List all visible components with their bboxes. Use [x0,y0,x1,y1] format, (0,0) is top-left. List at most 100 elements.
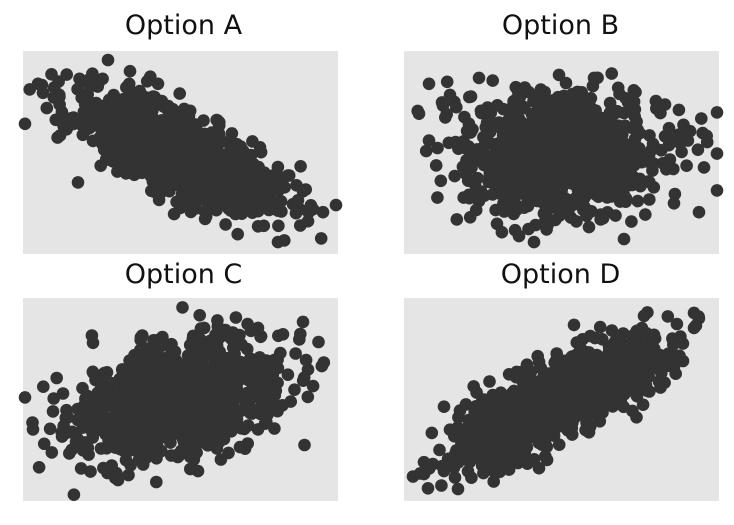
scatter-point [271,404,284,418]
scatter-point [189,435,202,449]
scatter-point [486,460,499,473]
scatter-point [167,170,181,184]
scatter-point [661,310,675,323]
scatter-point [177,102,191,116]
scatter-point [529,218,542,232]
panel-title: Option D [500,259,621,290]
scatter-point [200,431,214,445]
scatter-point [611,81,625,95]
scatter-point [496,186,509,199]
scatter-point [518,81,532,94]
scatter-point [486,74,499,87]
scatter-point [140,75,154,88]
scatter-point [587,71,601,85]
scatter-point [687,306,701,320]
scatter-point [710,184,724,197]
scatter-point [98,415,111,429]
scatter-point [219,169,233,182]
scatter-point [625,215,638,228]
scatter-point [234,355,247,369]
scatter-point [641,352,655,365]
scatter-point [294,160,307,173]
scatter-point [437,400,451,413]
scatter-point [127,160,140,173]
scatter-point [564,351,578,364]
scatter-point [122,382,135,396]
scatter-point [417,455,431,469]
scatter-point [71,114,84,128]
scatter-point [592,190,605,203]
scatter-point [610,105,623,118]
scatter-point [681,134,695,147]
scatter-point [299,353,313,367]
scatter-point [105,100,118,113]
scatter-point [289,347,302,360]
scatter-point [151,77,165,91]
panel-option-c: Option C [0,259,367,525]
scatter-point [47,392,60,405]
scatter-point [291,194,305,207]
scatter-point [622,354,635,367]
scatter-point [443,88,457,102]
scatter-point [168,345,182,358]
scatter-point [70,430,83,444]
scatter-point [544,107,557,120]
scatter-point [238,371,252,385]
scatter-point [148,437,161,451]
scatter-point [221,194,235,207]
scatter-point [86,365,100,379]
scatter-point [246,198,259,212]
scatter-point [288,383,301,396]
scatter-point [254,403,267,416]
scatter-point [536,129,549,142]
scatter-point [166,143,179,156]
scatter-point [451,482,465,496]
scatter-point [155,372,169,386]
scatter-point [207,376,221,389]
scatter-point [257,178,271,191]
scatter-point [136,453,150,467]
scatter-point [643,193,656,206]
scatter-point [224,204,237,217]
scatter-point [520,144,534,158]
scatter-point [548,177,561,190]
scatter-point [700,135,714,149]
scatter-point [419,144,433,158]
scatter-point [464,126,477,139]
scatter-point [558,398,572,412]
scatter-point [527,235,541,249]
scatter-point [534,417,547,430]
scatter-point [71,82,84,96]
scatter-point [520,166,534,180]
scatter-point [162,104,175,118]
scatter-point [634,179,647,193]
scatter-point [539,369,552,383]
scatter-point [450,213,464,226]
scatter-point [557,415,571,428]
scatter-point [60,68,73,81]
scatter-point [567,318,581,332]
scatter-point [539,149,553,163]
scatter-point [112,429,126,442]
scatter-point [440,75,454,89]
scatter-point [96,405,110,418]
scatter-point [618,388,631,401]
scatter-point [630,411,643,424]
scatter-point [284,395,298,408]
scatter-point [146,175,160,188]
scatter-point [512,438,525,452]
scatter-point [104,153,117,167]
scatter-point [176,301,189,314]
scatter-point [514,452,527,466]
scatter-point [675,145,688,159]
scatter-point [429,159,443,172]
scatter-point [431,191,444,204]
scatter-point [691,143,705,156]
scatter-point [120,99,134,112]
scatter-point [583,350,596,363]
scatter-point [96,72,109,86]
scatter-point [95,379,108,392]
scatter-point [627,84,641,97]
scatter-point [197,161,210,174]
scatter-point [582,426,596,439]
